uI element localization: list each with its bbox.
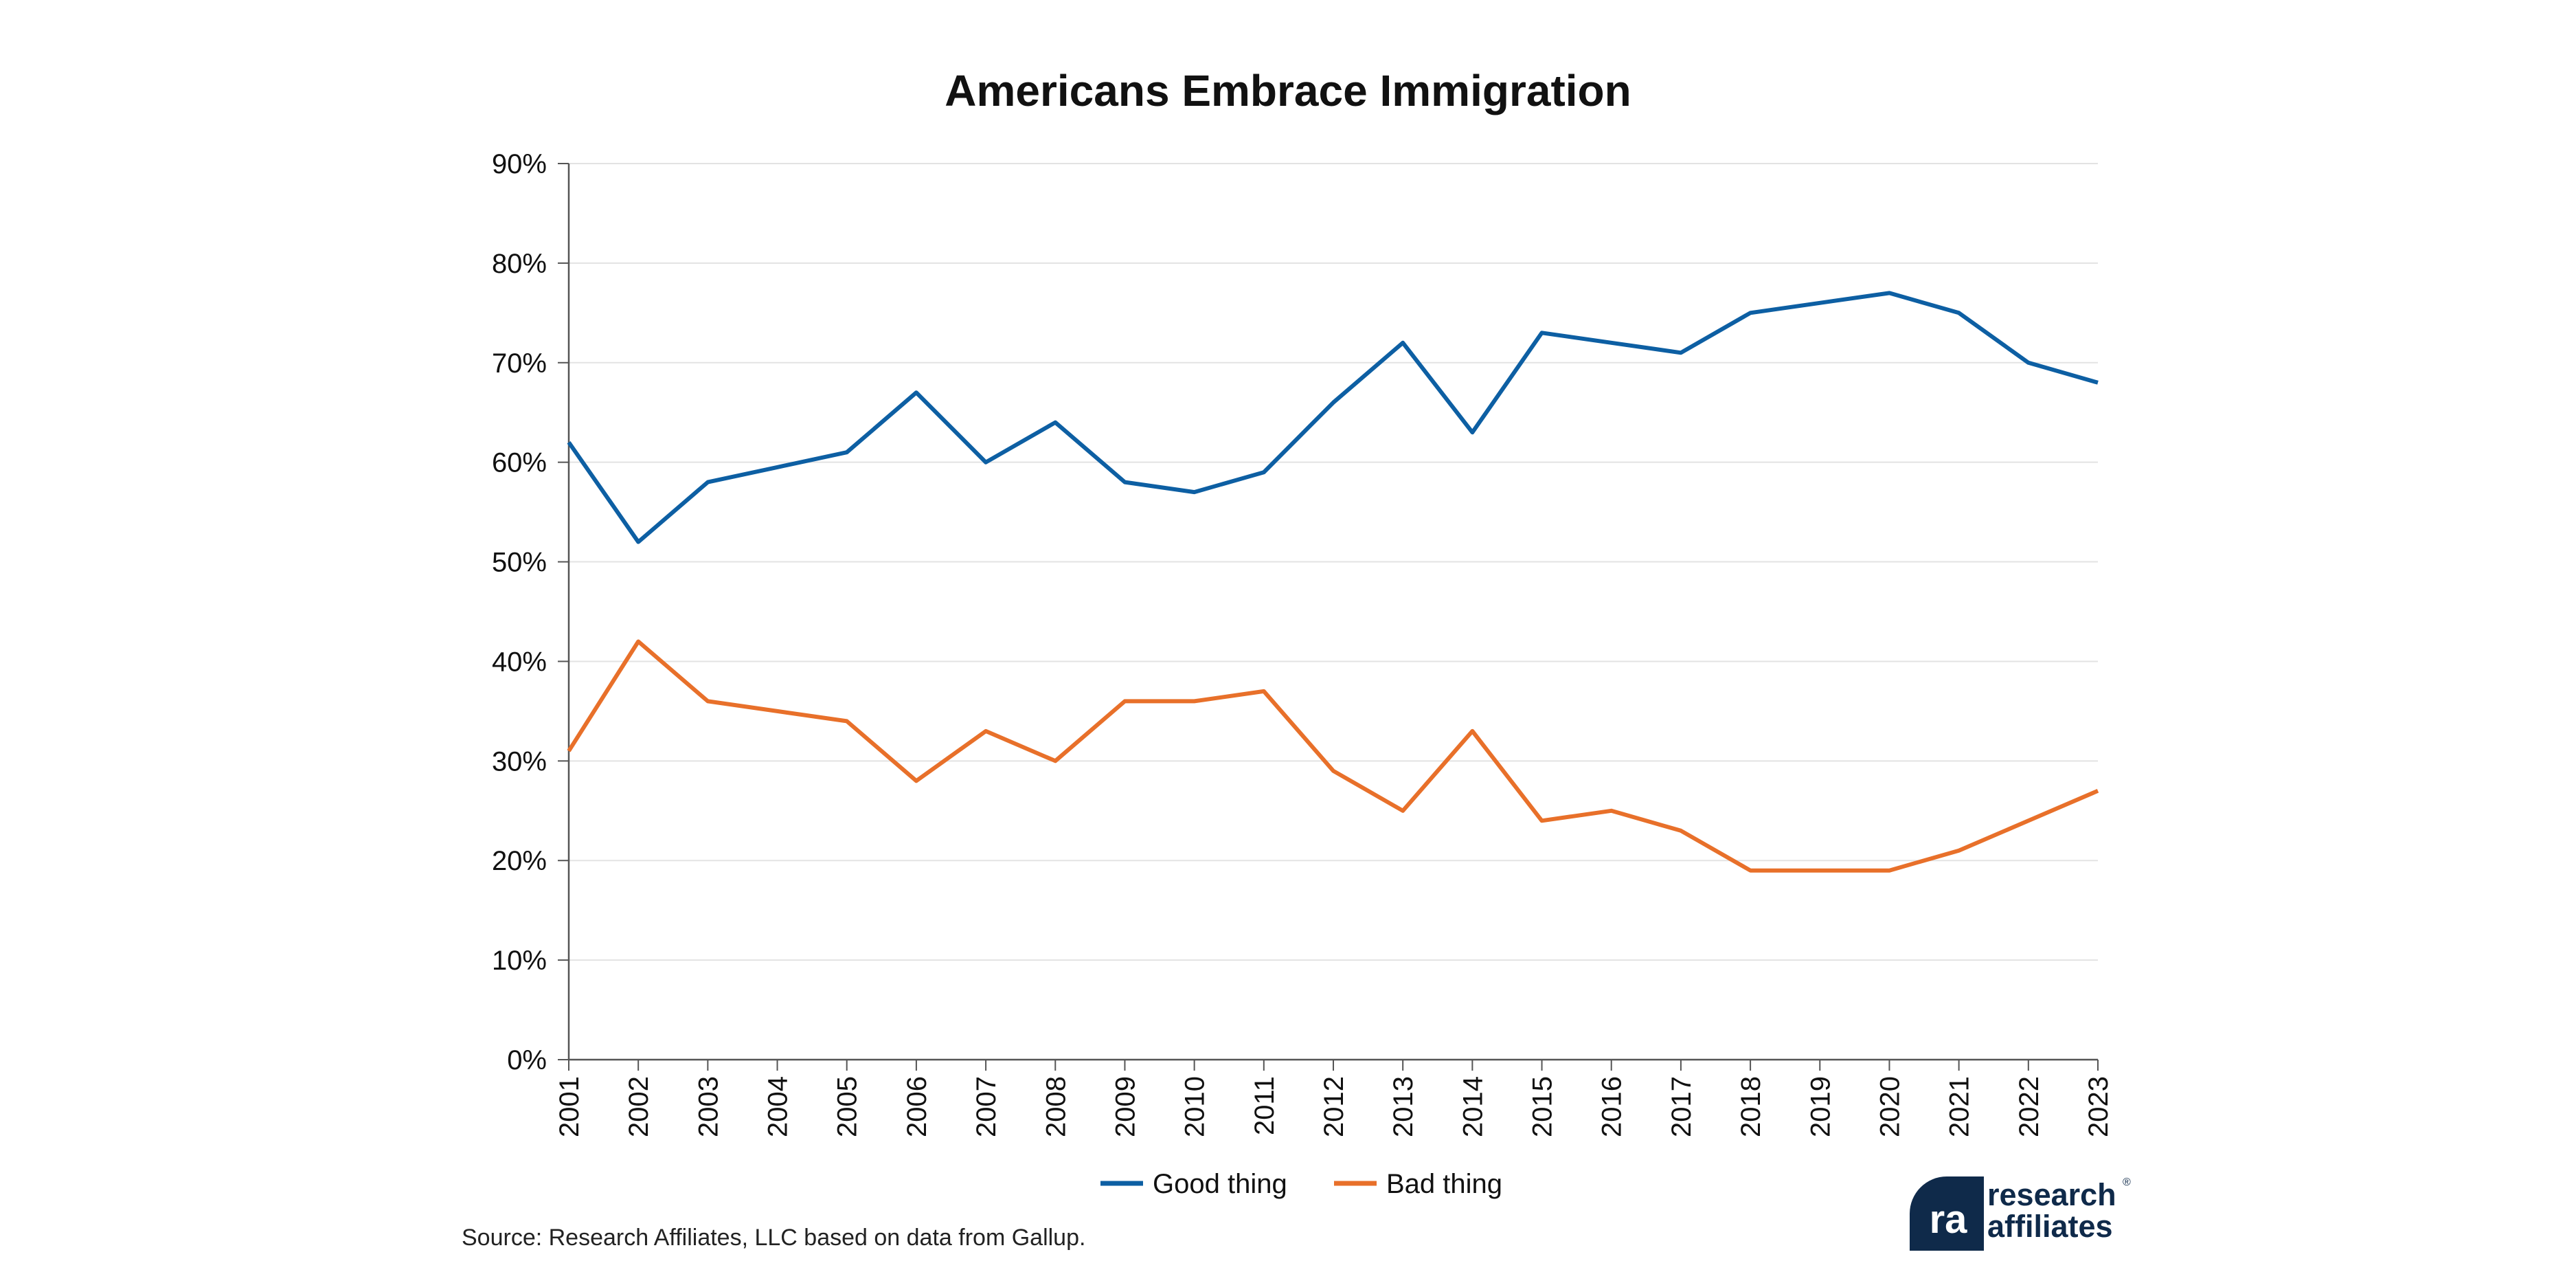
x-tick-label: 2015 <box>1528 1076 1558 1137</box>
logo-mark-icon: ra <box>1910 1176 1984 1251</box>
x-tick-label: 2006 <box>902 1076 932 1137</box>
x-tick-label: 2013 <box>1388 1076 1419 1137</box>
legend-label: Bad thing <box>1386 1169 1502 1199</box>
x-tick-label: 2018 <box>1736 1076 1766 1137</box>
y-tick-label: 60% <box>492 448 547 478</box>
series-line-bad-thing <box>567 639 2099 873</box>
y-tick-label: 90% <box>492 149 547 179</box>
y-tick-label: 0% <box>507 1045 547 1075</box>
x-tick-label: 2019 <box>1805 1076 1835 1137</box>
y-tick-label: 40% <box>492 647 547 677</box>
x-tick-label: 2020 <box>1875 1076 1905 1137</box>
x-tick-label: 2001 <box>554 1076 585 1137</box>
research-affiliates-logo: ra research affiliates ® <box>1910 1176 2136 1256</box>
series-line-good-thing <box>567 291 2099 544</box>
x-tick-label: 2012 <box>1319 1076 1349 1137</box>
logo-wordmark: research affiliates <box>1987 1177 2116 1244</box>
x-tick-label: 2003 <box>693 1076 723 1137</box>
x-tick-label: 2021 <box>1945 1076 1975 1137</box>
x-tick-label: 2016 <box>1597 1076 1627 1137</box>
y-tick-label: 50% <box>492 548 547 578</box>
x-tick-label: 2017 <box>1667 1076 1697 1137</box>
x-tick-label: 2002 <box>624 1076 654 1137</box>
x-tick-label: 2009 <box>1110 1076 1140 1137</box>
chart-title: Americans Embrace Immigration <box>945 66 1631 115</box>
y-tick-label: 70% <box>492 348 547 379</box>
y-tick-label: 80% <box>492 249 547 279</box>
y-tick-label: 10% <box>492 946 547 976</box>
x-tick-label: 2014 <box>1458 1076 1488 1137</box>
y-tick-labels: 0% 10% 20% 30% 40% 50% 60% 70% 80% 90% <box>492 149 547 1075</box>
y-tick-label: 20% <box>492 846 547 876</box>
x-tick-labels: 2001 2002 2003 2004 2005 2006 2007 2008 2009 2010… <box>554 1076 2114 1137</box>
x-tick-label: 2007 <box>971 1076 1002 1137</box>
legend: Good thing Bad thing <box>1100 1169 1502 1199</box>
x-tick-label: 2004 <box>763 1076 793 1137</box>
x-tick-label: 2008 <box>1041 1076 1071 1137</box>
series-lines <box>567 291 2099 873</box>
x-tick-label: 2011 <box>1250 1076 1280 1135</box>
svg-text:ra: ra <box>1930 1197 1968 1242</box>
x-tick-label: 2023 <box>2083 1076 2114 1137</box>
legend-label: Good thing <box>1153 1169 1287 1199</box>
gridlines <box>569 163 2098 961</box>
registered-mark: ® <box>2123 1176 2131 1188</box>
x-tick-label: 2005 <box>833 1076 863 1137</box>
x-tick-label: 2022 <box>2014 1076 2044 1137</box>
axes <box>558 163 2099 1071</box>
y-tick-label: 30% <box>492 746 547 777</box>
x-tick-label: 2010 <box>1180 1076 1210 1137</box>
source-note: Source: Research Affiliates, LLC based o… <box>462 1225 1086 1251</box>
